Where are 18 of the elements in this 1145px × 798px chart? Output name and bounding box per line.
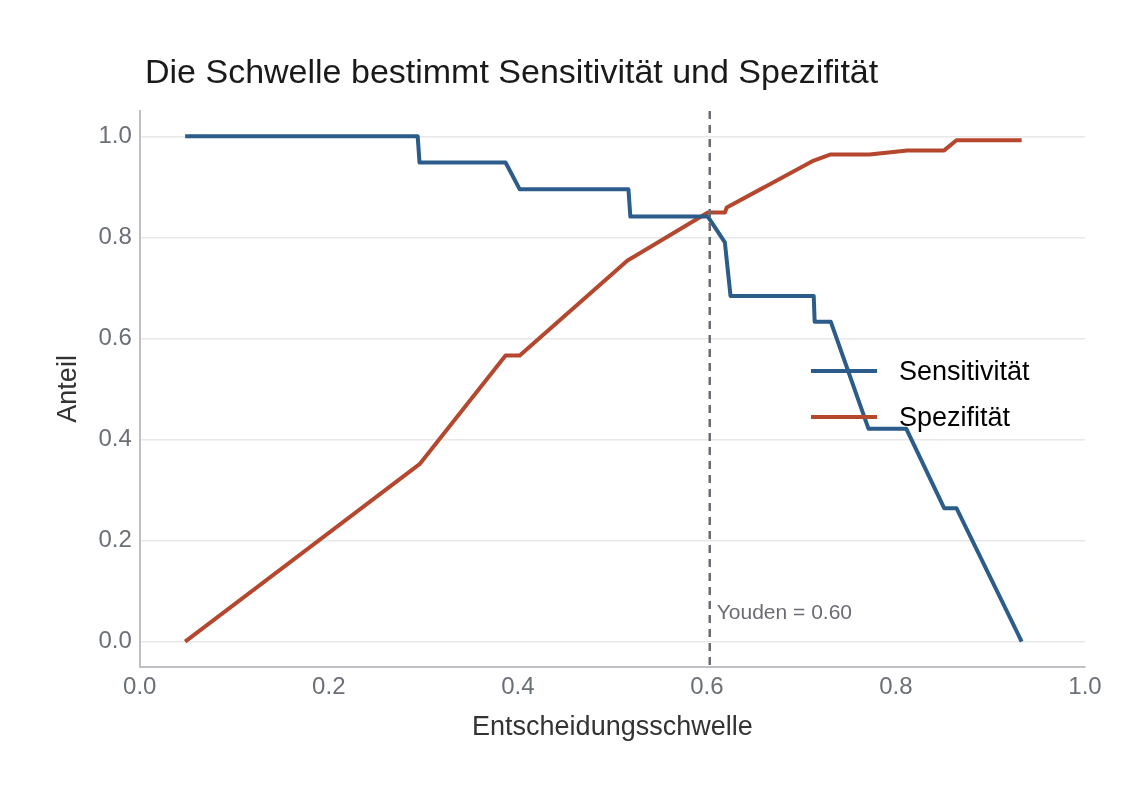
y-tick-label: 0.6: [98, 323, 132, 350]
y-tick-label: 0.4: [98, 424, 132, 452]
x-tick-label: 0.4: [501, 671, 535, 699]
x-tick-label: 0.0: [123, 671, 157, 699]
legend-label: Sensitivität: [899, 355, 1030, 387]
legend-label: Spezifität: [899, 401, 1011, 433]
y-axis-title: Anteil: [51, 355, 82, 423]
y-tick-label: 0.0: [98, 626, 132, 654]
x-tick-label: 0.8: [879, 671, 913, 699]
x-tick-label: 0.2: [312, 671, 346, 699]
y-tick-label: 0.2: [98, 525, 132, 553]
y-tick-label: 1.0: [98, 120, 132, 148]
y-tick-label: 0.8: [98, 221, 132, 249]
x-axis-title: Entscheidungsschwelle: [472, 711, 753, 742]
x-tick-label: 1.0: [1068, 671, 1102, 699]
chart-title: Die Schwelle bestimmt Sensitivität und Spezifität: [145, 52, 879, 91]
ref-line-label: Youden = 0.60: [716, 599, 853, 623]
x-tick-label: 0.6: [690, 671, 724, 699]
